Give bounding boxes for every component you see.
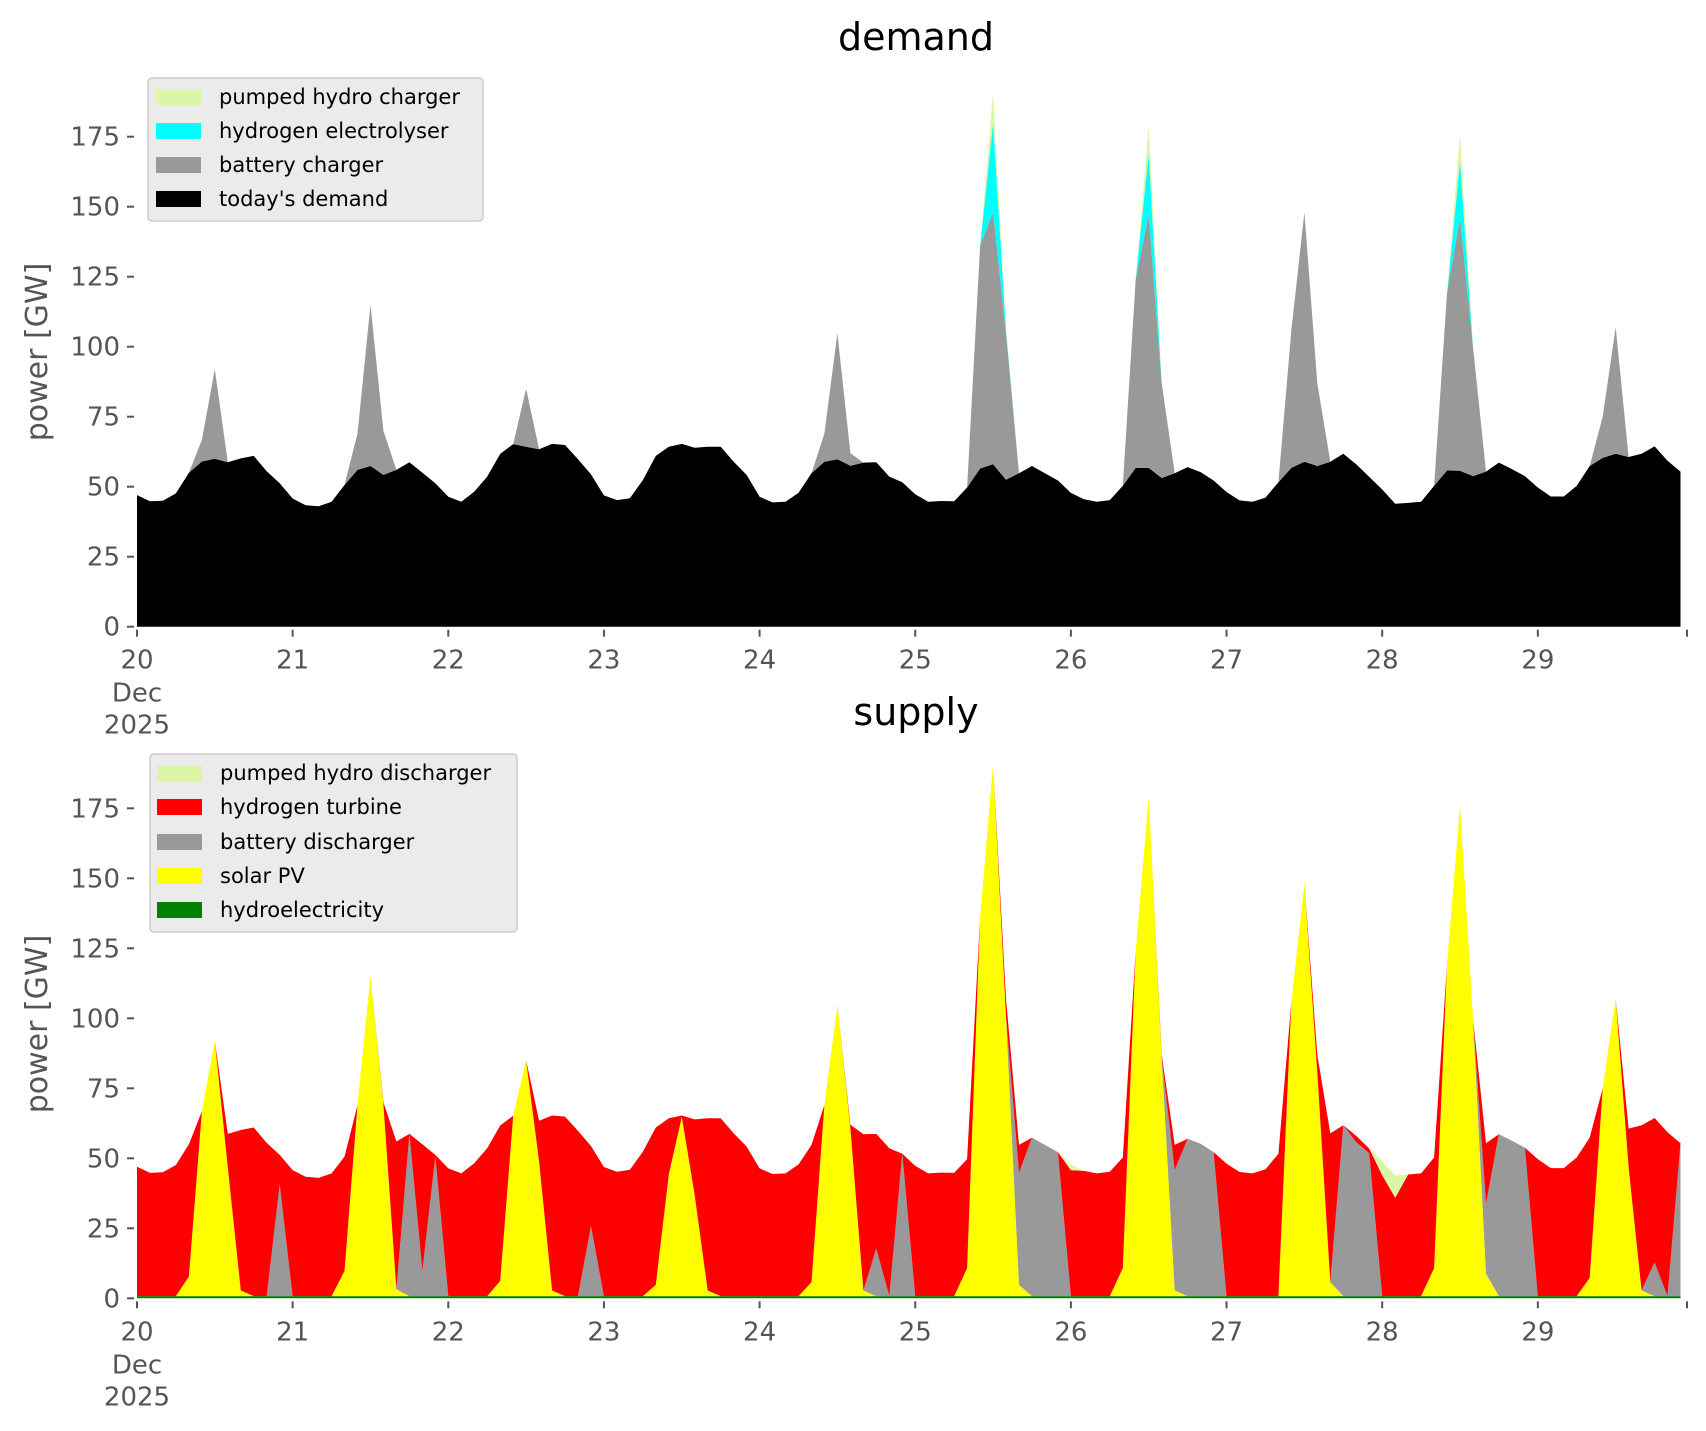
y-tick-label: 175	[70, 794, 120, 824]
x-tick-label: 22	[432, 646, 465, 676]
x-tick-label: 20	[120, 646, 153, 676]
legend-label: battery charger	[219, 153, 384, 177]
legend-swatch-solar-pv	[157, 868, 202, 884]
legend-label: hydrogen turbine	[220, 795, 402, 819]
y-tick-label: 50	[87, 1144, 120, 1174]
legend-label: hydrogen electrolyser	[219, 119, 449, 143]
x-tick-label: 24	[743, 1317, 776, 1347]
x-tick-sublabel: Dec	[112, 679, 162, 709]
y-tick-label: 75	[87, 1074, 120, 1104]
legend-label: today's demand	[219, 187, 388, 211]
legend: pumped hydro discharger hydrogen turbine…	[149, 753, 518, 933]
legend-swatch-hydrogen-electrolyser	[156, 123, 201, 139]
y-tick-label: 100	[70, 1004, 120, 1034]
x-tick-label: 27	[1210, 646, 1243, 676]
x-tick-label: 24	[743, 646, 776, 676]
chart-title: demand	[838, 15, 994, 59]
legend-label: pumped hydro charger	[219, 85, 460, 109]
y-tick-label: 50	[87, 473, 120, 503]
demand-areas	[137, 93, 1681, 627]
x-tick-sublabel: 2025	[104, 711, 170, 741]
x-tick-sublabel: 2025	[104, 1382, 170, 1412]
legend-label: battery discharger	[220, 830, 415, 854]
legend-swatch-todays-demand	[156, 191, 201, 207]
y-tick-label: 125	[70, 263, 120, 293]
x-tick-label: 25	[899, 646, 932, 676]
legend-swatch-battery-charger	[156, 157, 201, 173]
y-tick-label: 25	[87, 1214, 120, 1244]
area-solar-pv	[137, 764, 1681, 1297]
y-tick-label: 100	[70, 333, 120, 363]
x-tick-label: 27	[1210, 1317, 1243, 1347]
x-tick-label: 23	[587, 1317, 620, 1347]
legend-label: hydroelectricity	[220, 898, 384, 922]
legend-label: pumped hydro discharger	[220, 761, 491, 785]
legend-box	[147, 77, 484, 222]
supply-areas	[137, 764, 1681, 1299]
y-tick-label: 150	[70, 193, 120, 223]
legend-swatch-hydroelectricity	[157, 902, 202, 918]
x-tick-label: 29	[1521, 646, 1554, 676]
legend-label: solar PV	[220, 864, 305, 888]
legend-box	[149, 753, 518, 933]
y-tick-label: 175	[70, 123, 120, 153]
x-tick-label: 26	[1054, 646, 1087, 676]
area-battery-charger	[137, 212, 1681, 507]
x-tick-label: 28	[1366, 646, 1399, 676]
y-tick-label: 25	[87, 543, 120, 573]
legend-swatch-pumped-hydro-discharger	[157, 765, 202, 781]
y-tick-label: 75	[87, 403, 120, 433]
chart-title: supply	[853, 690, 978, 734]
x-tick-label: 20	[120, 1317, 153, 1347]
x-tick-label: 29	[1521, 1317, 1554, 1347]
x-tick-label: 22	[432, 1317, 465, 1347]
area-today-s-demand	[137, 443, 1681, 627]
y-tick-label: 0	[103, 1284, 120, 1314]
area-battery-discharger	[137, 764, 1681, 1297]
area-hydroelectricity	[137, 1296, 1681, 1299]
legend: pumped hydro charger hydrogen electrolys…	[147, 77, 484, 222]
y-tick-label: 0	[103, 613, 120, 643]
x-tick-label: 21	[276, 646, 309, 676]
area-hydrogen-turbine	[137, 764, 1681, 1297]
legend-swatch-battery-discharger	[157, 834, 202, 850]
x-tick-label: 25	[899, 1317, 932, 1347]
x-tick-sublabel: Dec	[112, 1350, 162, 1380]
x-tick-label: 21	[276, 1317, 309, 1347]
x-tick-label: 23	[587, 646, 620, 676]
y-tick-label: 150	[70, 864, 120, 894]
x-tick-label: 26	[1054, 1317, 1087, 1347]
y-tick-label: 125	[70, 934, 120, 964]
y-axis-label: power [GW]	[20, 935, 55, 1114]
x-tick-label: 28	[1366, 1317, 1399, 1347]
legend-swatch-hydrogen-turbine	[157, 799, 202, 815]
legend-swatch-pumped-hydro-charger	[156, 89, 201, 105]
y-axis-label: power [GW]	[20, 263, 55, 442]
